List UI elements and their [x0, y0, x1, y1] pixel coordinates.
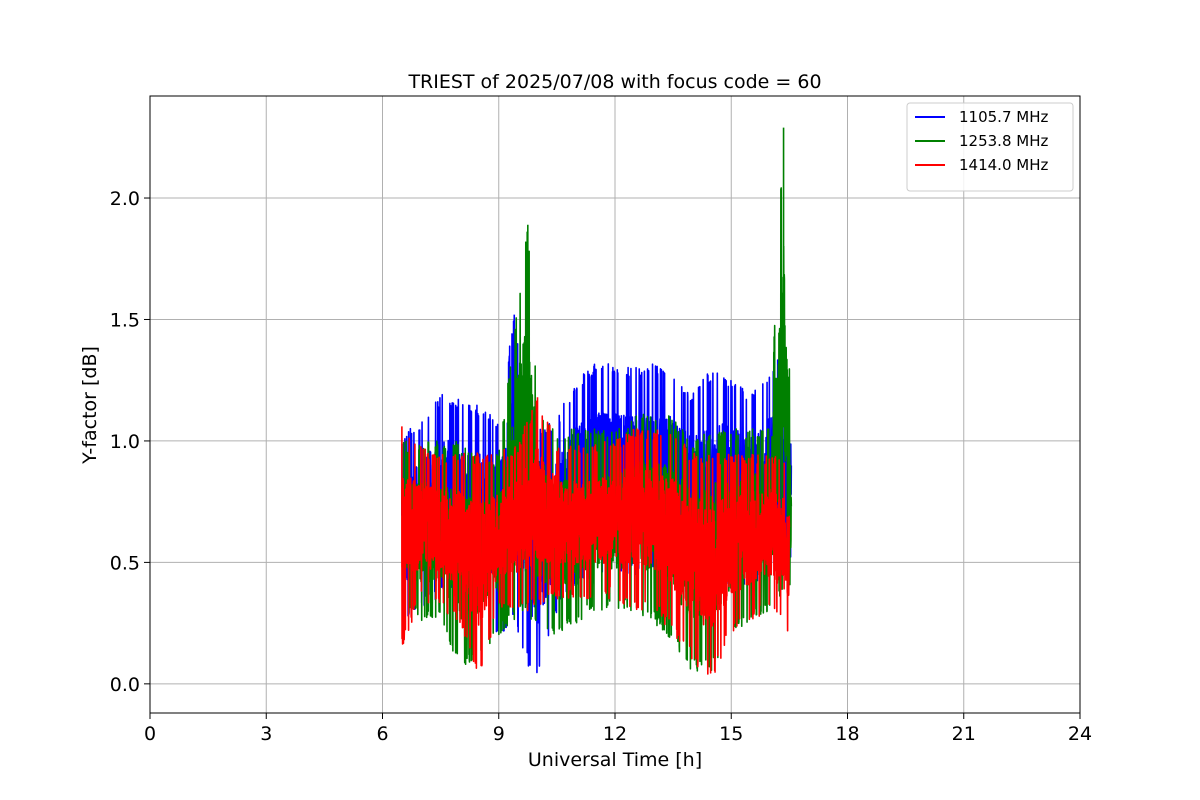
x-tick-label: 18	[835, 723, 859, 745]
y-axis-label: Y-factor [dB]	[79, 346, 101, 465]
x-tick-label: 9	[493, 723, 505, 745]
legend-entry-label: 1414.0 MHz	[959, 156, 1048, 174]
x-tick-label: 6	[376, 723, 388, 745]
x-axis: 0 3 6 9 12 15 18 21 24	[144, 713, 1092, 745]
legend-entry-label: 1105.7 MHz	[959, 108, 1048, 126]
x-axis-label: Universal Time [h]	[528, 749, 702, 771]
x-tick-label: 21	[952, 723, 976, 745]
y-tick-label: 0.5	[110, 552, 140, 574]
series-line-3	[401, 397, 791, 675]
legend-entry-label: 1253.8 MHz	[959, 132, 1048, 150]
series-group	[401, 127, 793, 675]
x-tick-label: 24	[1068, 723, 1092, 745]
x-tick-label: 3	[260, 723, 272, 745]
legend-box	[906, 102, 1074, 192]
x-tick-label: 12	[603, 723, 627, 745]
y-tick-label: 2.0	[110, 188, 140, 210]
y-tick-label: 1.0	[110, 431, 140, 453]
x-tick-label: 0	[144, 723, 156, 745]
y-tick-label: 0.0	[110, 674, 140, 696]
legend: 1105.7 MHz 1253.8 MHz 1414.0 MHz	[906, 102, 1074, 192]
y-tick-label: 1.5	[110, 309, 140, 331]
x-tick-label: 15	[719, 723, 743, 745]
y-axis: 0.0 0.5 1.0 1.5 2.0	[110, 188, 150, 696]
chart-title: TRIEST of 2025/07/08 with focus code = 6…	[407, 71, 821, 93]
